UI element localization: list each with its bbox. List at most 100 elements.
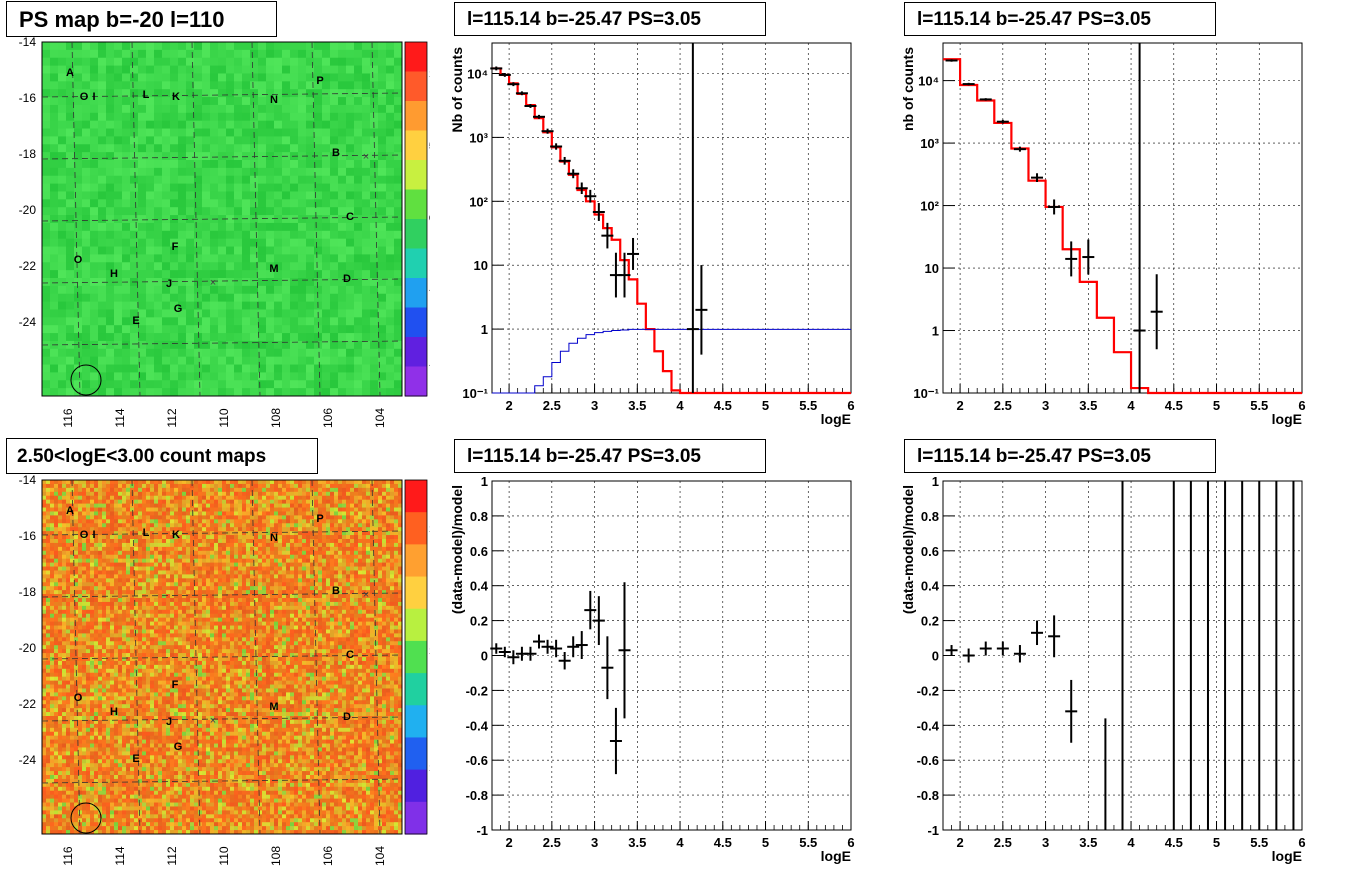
map-pixel — [98, 503, 103, 509]
map-pixel — [154, 664, 159, 670]
map-pixel — [66, 539, 71, 544]
map-pixel — [98, 293, 107, 303]
map-pixel — [394, 270, 403, 279]
map-pixel — [118, 617, 123, 623]
map-pixel — [50, 578, 55, 583]
map-pixel — [346, 372, 355, 381]
map-pixel — [118, 782, 123, 788]
map-pixel — [58, 230, 67, 240]
map-pixel — [114, 293, 123, 303]
map-pixel — [78, 700, 83, 705]
map-pixel — [126, 692, 131, 697]
map-pixel — [266, 238, 275, 248]
map-pixel — [258, 49, 267, 59]
map-pixel — [42, 633, 47, 638]
map-pixel — [386, 81, 395, 90]
map-pixel — [114, 246, 123, 255]
map-pixel — [82, 120, 91, 130]
map-pixel — [106, 215, 115, 224]
map-pixel — [162, 246, 171, 255]
map-pixel — [58, 527, 63, 532]
map-pixel — [210, 167, 219, 177]
map-pixel — [54, 519, 59, 524]
map-pixel — [94, 542, 99, 548]
map-pixel — [250, 57, 259, 67]
map-pixel — [154, 735, 159, 741]
map-pixel — [126, 491, 131, 497]
map-pixel — [290, 317, 299, 326]
map-pixel — [154, 238, 163, 248]
map-pixel — [94, 582, 99, 587]
map-pixel — [134, 613, 139, 619]
map-pixel — [146, 613, 151, 619]
map-pixel — [250, 285, 259, 295]
map-pixel — [138, 590, 143, 595]
map-pixel — [130, 511, 135, 516]
map-pixel — [322, 333, 331, 342]
map-pixel — [162, 649, 167, 654]
map-pixel — [314, 380, 323, 389]
map-pixel — [126, 601, 131, 607]
map-pixel — [290, 222, 299, 232]
map-pixel — [154, 160, 163, 169]
map-pixel — [134, 570, 139, 575]
map-pixel — [202, 317, 211, 326]
map-pixel — [58, 348, 67, 358]
map-pixel — [50, 794, 55, 800]
map-pixel — [62, 499, 67, 505]
map-pixel — [54, 751, 59, 756]
map-pixel — [314, 262, 323, 271]
map-pixel — [130, 333, 139, 342]
map-pixel — [94, 684, 99, 689]
map-pixel — [82, 649, 87, 654]
map-pixel — [166, 719, 171, 725]
map-pixel — [114, 712, 119, 717]
map-pixel — [102, 696, 107, 701]
map-pixel — [74, 830, 79, 835]
map-pixel — [150, 590, 155, 595]
map-pixel — [166, 550, 171, 556]
map-pixel — [94, 613, 99, 619]
map-pixel — [126, 550, 131, 556]
map-pixel — [258, 120, 267, 130]
map-pixel — [370, 262, 379, 271]
map-pixel — [106, 778, 111, 784]
map-pixel — [274, 270, 283, 279]
map-pixel — [142, 676, 147, 682]
map-pixel — [106, 519, 111, 524]
map-pixel — [162, 716, 167, 721]
map-pixel — [306, 340, 315, 350]
map-pixel — [98, 554, 103, 560]
map-pixel — [66, 664, 71, 670]
map-pixel — [178, 254, 187, 263]
map-pixel — [98, 735, 103, 741]
map-pixel — [138, 554, 143, 560]
map-pixel — [138, 598, 143, 603]
map-pixel — [42, 542, 47, 548]
map-pixel — [154, 325, 163, 334]
map-pixel — [166, 668, 171, 674]
map-pixel — [162, 554, 167, 560]
map-pixel — [74, 519, 79, 524]
map-pixel — [282, 191, 291, 200]
map-pixel — [122, 372, 131, 381]
map-pixel — [110, 566, 115, 571]
map-pixel — [130, 301, 139, 310]
map-pixel — [282, 301, 291, 310]
map-pixel — [118, 621, 123, 627]
map-pixel — [170, 487, 175, 493]
map-pixel — [102, 542, 107, 548]
map-pixel — [110, 692, 115, 697]
map-pixel — [138, 826, 143, 831]
map-pixel — [74, 582, 79, 587]
map-pixel — [74, 664, 79, 670]
map-pixel — [290, 333, 299, 342]
map-pixel — [66, 818, 71, 823]
map-pixel — [50, 519, 55, 524]
map-pixel — [58, 802, 63, 807]
map-pixel — [114, 688, 119, 693]
map-pixel — [354, 152, 363, 161]
map-pixel — [134, 554, 139, 560]
map-pixel — [346, 293, 355, 303]
map-pixel — [42, 554, 47, 560]
